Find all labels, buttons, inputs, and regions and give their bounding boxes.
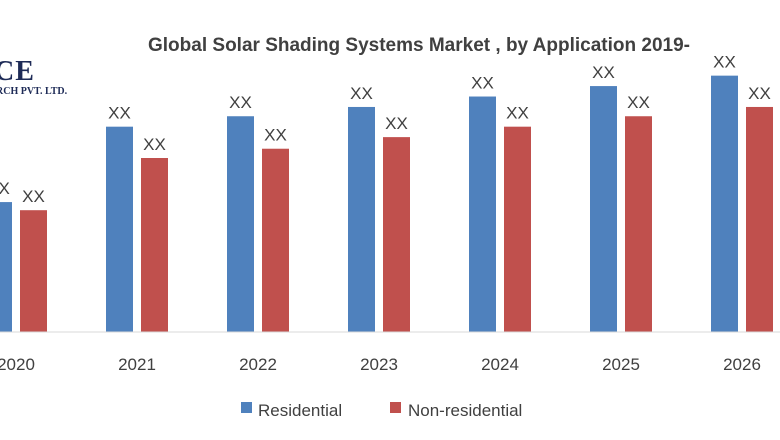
bar-residential-2020 — [0, 202, 12, 332]
bar-non-residential-2023 — [383, 137, 410, 332]
data-label-non-residential-2024: XX — [506, 104, 529, 123]
x-tick-label-2025: 2025 — [602, 355, 640, 374]
x-tick-label-2021: 2021 — [118, 355, 156, 374]
bar-residential-2021 — [106, 126, 133, 333]
x-tick-labels: 2020 2021 2022 2023 2024 2025 2026 — [0, 355, 761, 374]
bar-non-residential-2020 — [20, 210, 47, 332]
data-label-non-residential-2025: XX — [627, 93, 650, 112]
bar-non-residential-2026 — [746, 106, 773, 333]
data-label-non-residential-2021: XX — [143, 135, 166, 154]
bar-non-residential-2024 — [504, 126, 531, 333]
bar-non-residential-2025 — [625, 116, 652, 333]
bars-group: XX XX XX XX XX XX XX XX XX XX XX XX XX XX — [0, 53, 773, 333]
chart-title: Global Solar Shading Systems Market , by… — [148, 35, 690, 56]
legend: Residential Non-residential — [241, 401, 522, 420]
company-logo: CE RCH PVT. LTD. — [0, 58, 67, 98]
logo-main-text: CE — [0, 56, 35, 87]
data-label-residential-2020: XX — [0, 179, 10, 198]
data-label-residential-2023: XX — [350, 84, 373, 103]
x-tick-label-2026: 2026 — [723, 355, 761, 374]
bar-non-residential-2021 — [141, 158, 168, 332]
bar-residential-2023 — [348, 106, 375, 333]
x-tick-label-2024: 2024 — [481, 355, 519, 374]
legend-swatch-non-residential — [390, 402, 401, 413]
bar-residential-2026 — [711, 75, 738, 332]
legend-label-residential: Residential — [258, 401, 342, 420]
data-label-non-residential-2022: XX — [264, 126, 287, 145]
data-label-residential-2022: XX — [229, 93, 252, 112]
data-label-non-residential-2020: XX — [22, 187, 45, 206]
x-tick-label-2020: 2020 — [0, 355, 35, 374]
data-label-residential-2021: XX — [108, 104, 131, 123]
bar-residential-2024 — [469, 96, 496, 333]
legend-swatch-residential — [241, 402, 252, 413]
data-label-non-residential-2023: XX — [385, 114, 408, 133]
bar-non-residential-2022 — [262, 148, 289, 332]
legend-label-non-residential: Non-residential — [408, 401, 522, 420]
bar-residential-2025 — [590, 86, 617, 332]
bar-residential-2022 — [227, 116, 254, 333]
data-label-residential-2025: XX — [592, 63, 615, 82]
data-label-residential-2026: XX — [713, 53, 736, 72]
data-label-residential-2024: XX — [471, 74, 494, 93]
logo-sub-text: RCH PVT. LTD. — [0, 86, 68, 97]
x-tick-label-2023: 2023 — [360, 355, 398, 374]
x-tick-label-2022: 2022 — [239, 355, 277, 374]
data-label-non-residential-2026: XX — [748, 84, 771, 103]
